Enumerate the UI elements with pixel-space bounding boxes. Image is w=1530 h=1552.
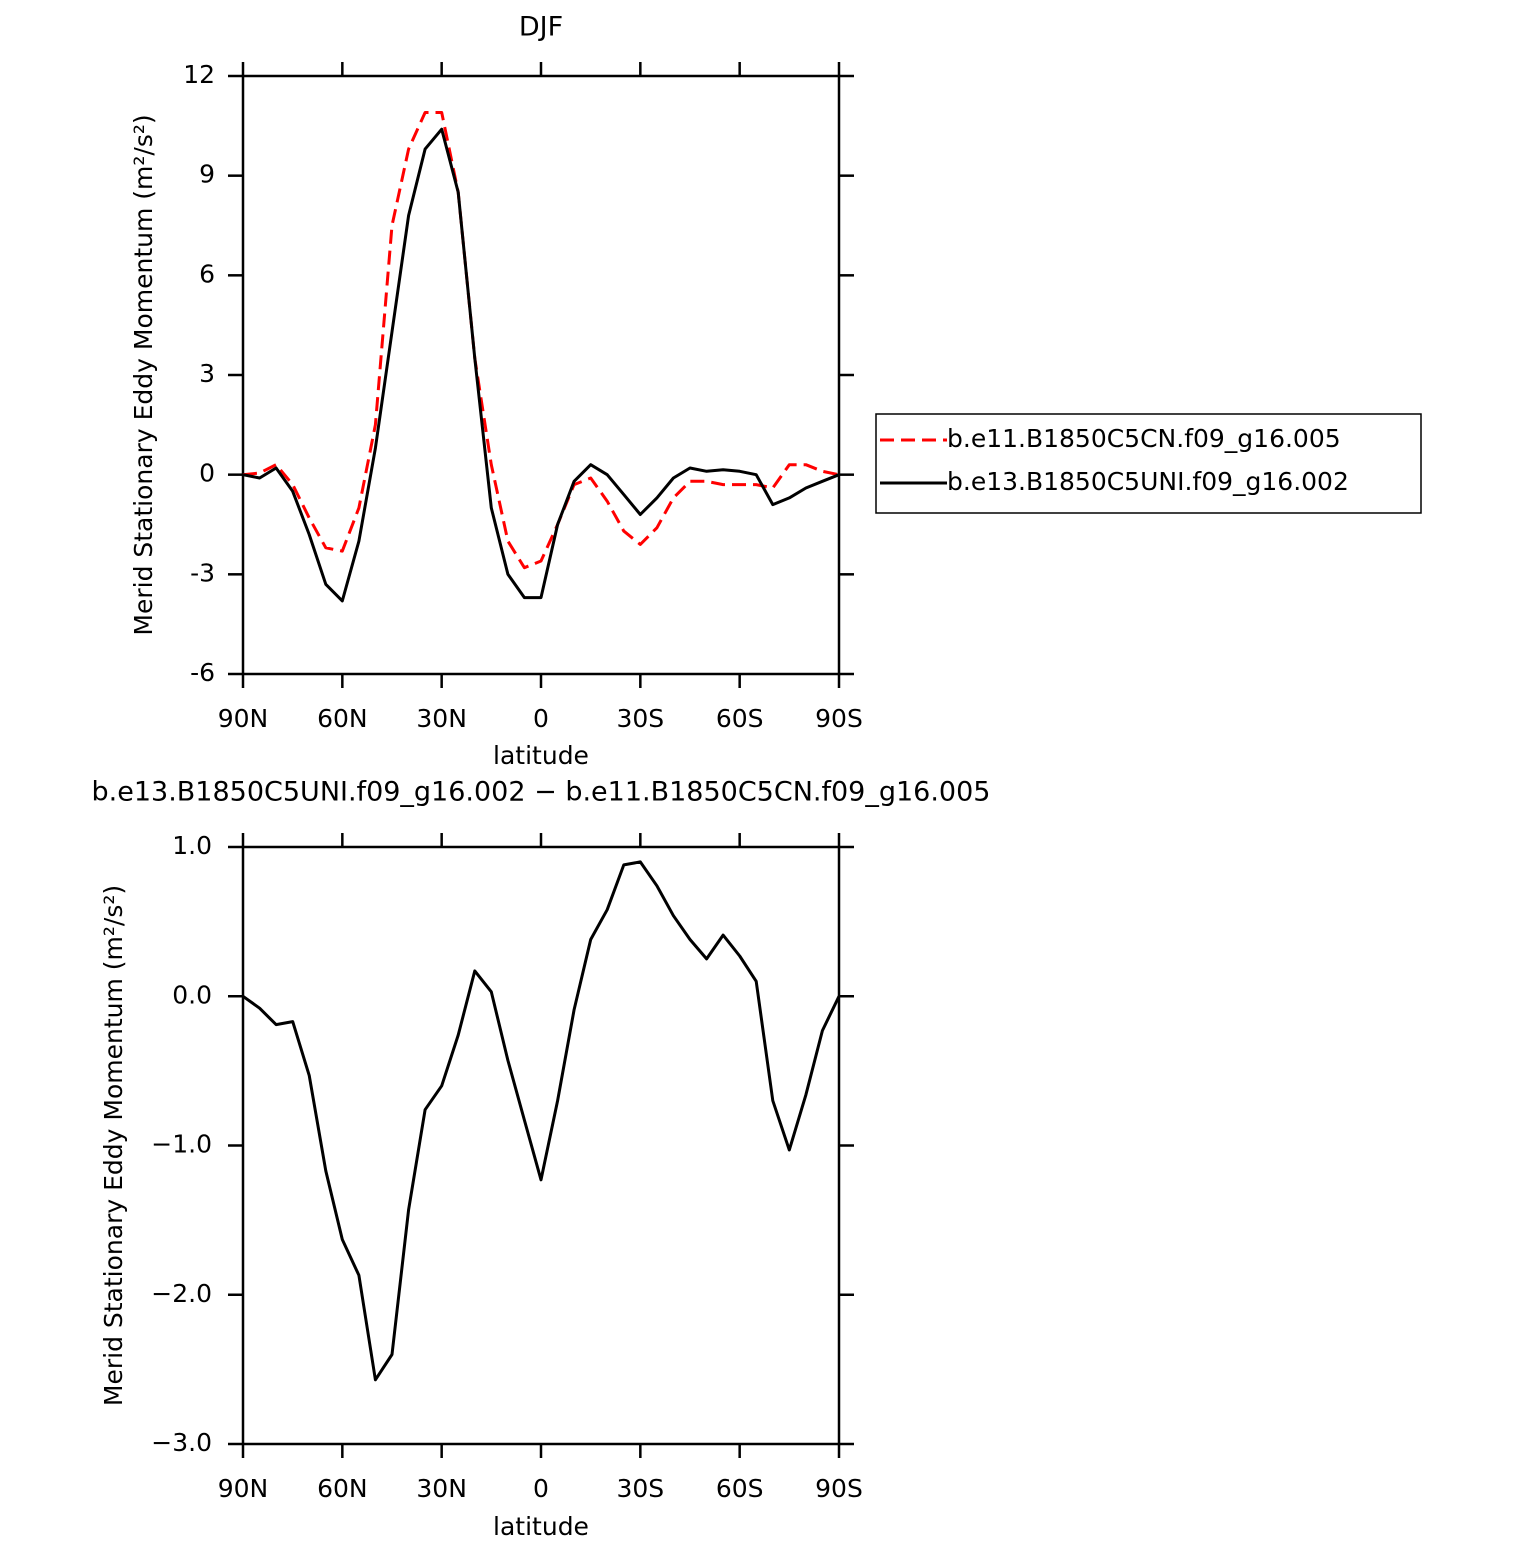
x-tick-label: 30S bbox=[616, 1474, 664, 1503]
x-tick-label: 0 bbox=[533, 1474, 549, 1503]
series-line bbox=[242, 111, 840, 570]
y-tick-label: 6 bbox=[199, 259, 215, 288]
y-axis-label: Merid Stationary Eddy Momentum (m²/s²) bbox=[99, 885, 128, 1406]
y-tick-label: 9 bbox=[199, 160, 215, 189]
y-tick-label: −1.0 bbox=[151, 1130, 212, 1159]
x-tick-label: 60S bbox=[716, 1474, 764, 1503]
x-tick-label: 90N bbox=[218, 704, 269, 733]
series-line bbox=[242, 860, 841, 1382]
chart-title: DJF bbox=[519, 12, 563, 43]
y-axis-label: Merid Stationary Eddy Momentum (m²/s²) bbox=[129, 114, 158, 635]
legend-label: b.e13.B1850C5UNI.f09_g16.002 bbox=[947, 467, 1349, 496]
y-tick-label: 1.0 bbox=[172, 831, 212, 860]
x-tick-label: 60N bbox=[317, 704, 368, 733]
x-axis-label: latitude bbox=[493, 741, 589, 770]
x-tick-label: 60S bbox=[716, 704, 764, 733]
y-tick-label: −3.0 bbox=[151, 1428, 212, 1457]
chart-title: b.e13.B1850C5UNI.f09_g16.002 − b.e11.B18… bbox=[92, 777, 991, 808]
y-tick-label: -6 bbox=[190, 658, 215, 687]
y-tick-label: 0 bbox=[199, 459, 215, 488]
x-tick-label: 60N bbox=[317, 1474, 368, 1503]
x-tick-label: 90S bbox=[815, 1474, 863, 1503]
x-tick-label: 30N bbox=[416, 1474, 467, 1503]
plot-frame bbox=[241, 845, 841, 1446]
series-line bbox=[242, 127, 840, 603]
x-tick-label: 90S bbox=[815, 704, 863, 733]
x-tick-label: 0 bbox=[533, 704, 549, 733]
y-tick-label: -3 bbox=[190, 558, 215, 587]
y-tick-label: 3 bbox=[199, 359, 215, 388]
legend-box bbox=[875, 413, 1422, 514]
legend-label: b.e11.B1850C5CN.f09_g16.005 bbox=[947, 424, 1341, 453]
x-tick-label: 90N bbox=[218, 1474, 269, 1503]
y-tick-label: 0.0 bbox=[172, 980, 212, 1009]
y-tick-label: −2.0 bbox=[151, 1279, 212, 1308]
x-axis-label: latitude bbox=[493, 1512, 589, 1541]
plot-frame bbox=[241, 74, 841, 676]
x-tick-label: 30S bbox=[616, 704, 664, 733]
x-tick-label: 30N bbox=[416, 704, 467, 733]
y-tick-label: 12 bbox=[183, 60, 215, 89]
